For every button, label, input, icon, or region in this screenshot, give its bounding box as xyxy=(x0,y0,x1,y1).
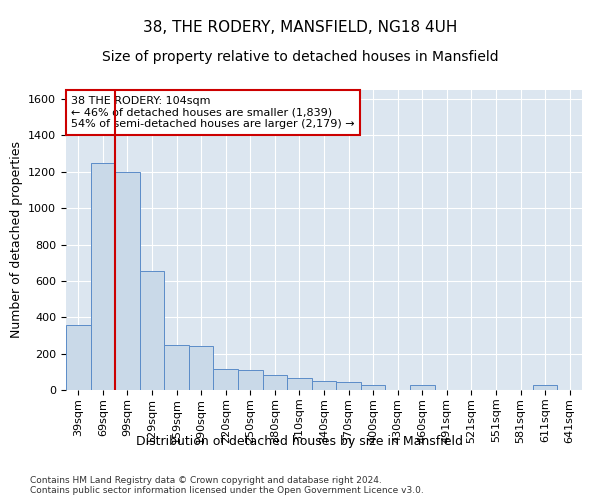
Text: Size of property relative to detached houses in Mansfield: Size of property relative to detached ho… xyxy=(101,50,499,64)
Bar xyxy=(336,382,361,390)
Text: 38, THE RODERY, MANSFIELD, NG18 4UH: 38, THE RODERY, MANSFIELD, NG18 4UH xyxy=(143,20,457,35)
Bar xyxy=(312,381,336,390)
Bar xyxy=(189,346,214,390)
Bar xyxy=(238,370,263,390)
Text: Contains HM Land Registry data © Crown copyright and database right 2024.
Contai: Contains HM Land Registry data © Crown c… xyxy=(30,476,424,495)
Bar xyxy=(287,378,312,390)
Bar xyxy=(140,271,164,390)
Bar xyxy=(214,369,238,390)
Bar xyxy=(164,346,189,390)
Text: 38 THE RODERY: 104sqm
← 46% of detached houses are smaller (1,839)
54% of semi-d: 38 THE RODERY: 104sqm ← 46% of detached … xyxy=(71,96,355,129)
Y-axis label: Number of detached properties: Number of detached properties xyxy=(10,142,23,338)
Bar xyxy=(91,162,115,390)
Bar xyxy=(263,376,287,390)
Bar xyxy=(533,385,557,390)
Bar xyxy=(410,385,434,390)
Bar xyxy=(115,172,140,390)
Text: Distribution of detached houses by size in Mansfield: Distribution of detached houses by size … xyxy=(137,435,464,448)
Bar xyxy=(361,385,385,390)
Bar xyxy=(66,324,91,390)
